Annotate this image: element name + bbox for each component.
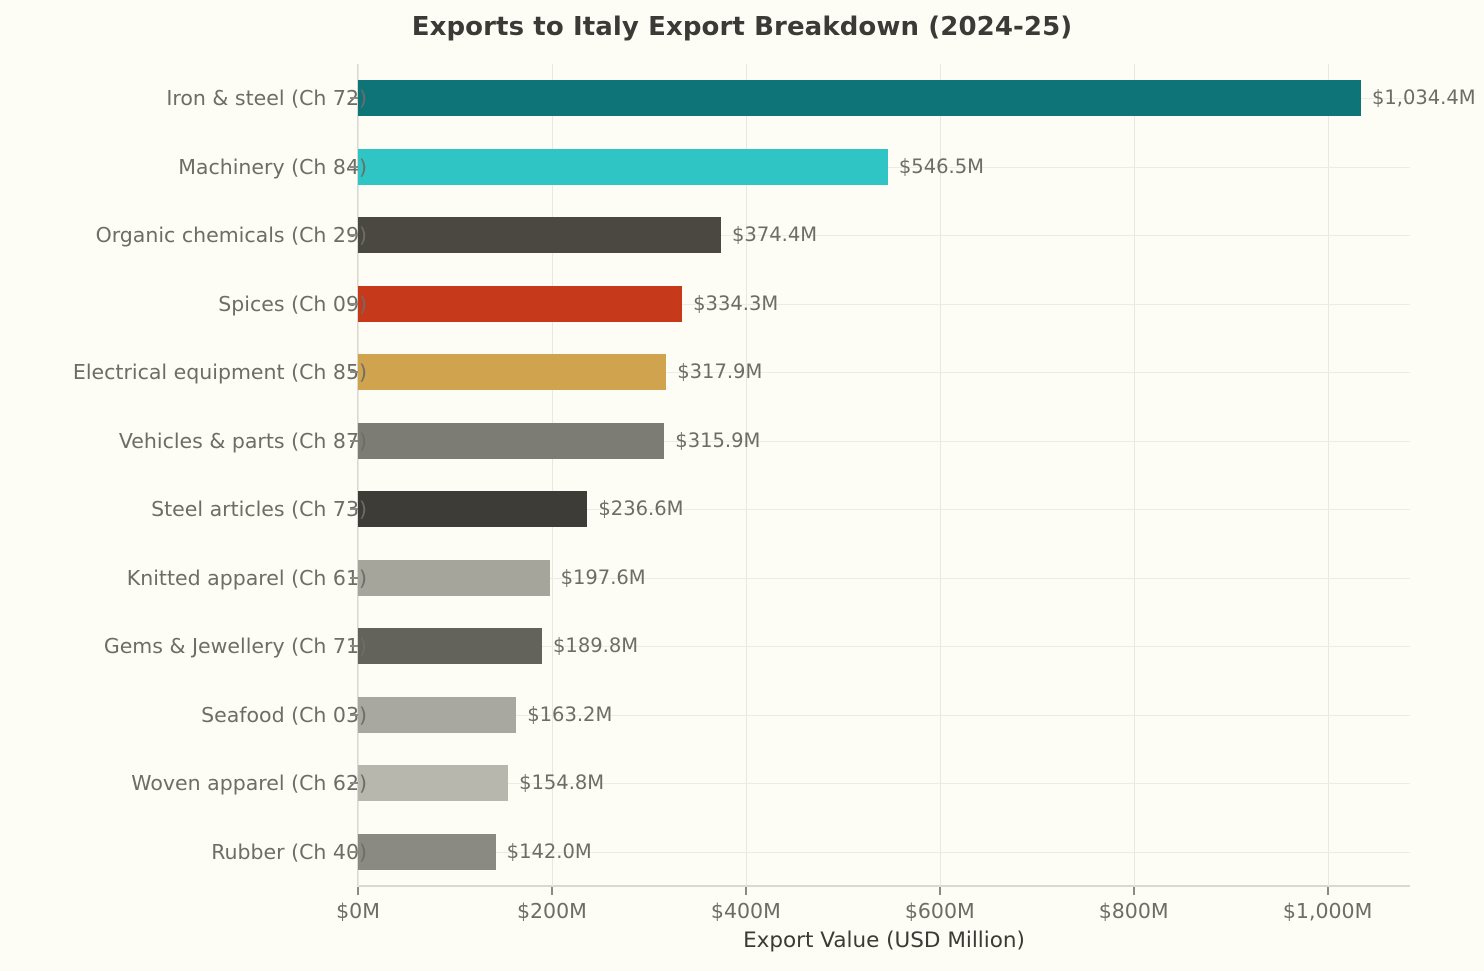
bar[interactable] (358, 559, 550, 596)
bar[interactable] (358, 833, 496, 870)
bar[interactable] (358, 491, 588, 528)
plot-area: $1,034.4M $546.5M $374.4M $334.3M $317.9M $31… (358, 64, 1476, 886)
y-axis-tick-mark (350, 165, 358, 168)
bar[interactable] (358, 696, 517, 733)
bar-value-label: $315.9M (675, 428, 761, 452)
y-axis-tick-mark (350, 850, 358, 853)
x-axis-spine (358, 885, 1410, 887)
y-axis-tick-label: Gems & Jewellery (Ch 71) (103, 634, 367, 659)
x-axis-tick-mark (357, 887, 359, 895)
horizontal-gridline (358, 851, 1410, 853)
x-axis-tick-label: $800M (1098, 899, 1169, 923)
bar-row[interactable]: $315.9M (358, 409, 1410, 473)
bar[interactable] (358, 217, 721, 254)
vertical-gridline (358, 64, 359, 886)
horizontal-gridline (358, 372, 1410, 374)
y-axis-tick-mark (350, 782, 358, 785)
bar-row[interactable]: $163.2M (358, 683, 1410, 747)
bar-value-label: $197.6M (560, 565, 646, 589)
y-axis-tick-mark (350, 576, 358, 579)
y-axis-tick-mark (350, 97, 358, 100)
bar-row[interactable]: $334.3M (358, 272, 1410, 336)
x-axis-tick-mark (1326, 887, 1329, 895)
y-axis-tick-mark (350, 302, 358, 305)
y-axis-tick-mark (350, 439, 358, 442)
y-axis-tick-mark (350, 371, 358, 374)
y-axis-tick-mark (350, 645, 358, 648)
y-axis-tick-label: Steel articles (Ch 73) (151, 497, 367, 522)
horizontal-gridline (358, 303, 1410, 305)
x-axis-tick-label: $600M (904, 899, 975, 923)
vertical-gridline (1327, 64, 1329, 886)
bar[interactable] (358, 765, 509, 802)
horizontal-gridline (358, 646, 1410, 648)
y-axis-tick-label: Electrical equipment (Ch 85) (72, 360, 367, 385)
bar[interactable] (358, 285, 683, 322)
bar[interactable] (358, 354, 667, 391)
bar-value-label: $1,034.4M (1371, 86, 1476, 110)
horizontal-gridline (358, 440, 1410, 442)
bar-row[interactable]: $142.0M (358, 820, 1410, 884)
x-axis-tick-mark (550, 887, 553, 895)
y-axis-tick-mark (350, 508, 358, 511)
bar-value-label: $374.4M (732, 223, 818, 247)
x-axis-tick-label: $1,000M (1282, 899, 1373, 923)
bar-row[interactable]: $546.5M (358, 135, 1410, 199)
y-axis-tick-label: Seafood (Ch 03) (201, 702, 367, 727)
bar-row[interactable]: $197.6M (358, 546, 1410, 610)
bar[interactable] (358, 628, 543, 665)
y-axis-tick-label: Knitted apparel (Ch 61) (126, 565, 367, 590)
x-axis-tick-label: $200M (516, 899, 587, 923)
horizontal-gridline (358, 714, 1410, 716)
y-axis-tick-mark (350, 713, 358, 716)
x-axis-tick-label: $0M (336, 899, 380, 923)
vertical-gridline (1133, 64, 1135, 886)
bar-row[interactable]: $189.8M (358, 614, 1410, 678)
bar-value-label: $154.8M (519, 771, 605, 795)
vertical-gridline (939, 64, 941, 886)
y-axis-tick-label: Woven apparel (Ch 62) (131, 771, 367, 796)
x-axis-tick-mark (744, 887, 747, 895)
vertical-gridline (551, 64, 553, 886)
bar-value-label: $163.2M (527, 702, 613, 726)
bar-value-label: $334.3M (693, 291, 779, 315)
y-axis-tick-label: Iron & steel (Ch 72) (166, 86, 367, 111)
bar-row[interactable]: $374.4M (358, 203, 1410, 267)
y-axis-tick-label: Vehicles & parts (Ch 87) (118, 428, 367, 453)
bar-value-label: $317.9M (677, 360, 763, 384)
bar[interactable] (358, 80, 1361, 117)
horizontal-gridline (358, 577, 1410, 579)
y-axis-tick-label: Rubber (Ch 40) (211, 839, 367, 864)
y-axis-tick-label: Spices (Ch 09) (218, 291, 367, 316)
bar-row[interactable]: $317.9M (358, 340, 1410, 404)
y-axis-tick-mark (350, 234, 358, 237)
horizontal-gridline (358, 783, 1410, 785)
chart-title: Exports to Italy Export Breakdown (2024-… (411, 12, 1073, 42)
bar-row[interactable]: $1,034.4M (358, 66, 1476, 130)
horizontal-gridline (358, 509, 1410, 511)
bar-value-label: $189.8M (553, 634, 639, 658)
bar-row[interactable]: $236.6M (358, 477, 1410, 541)
y-axis-tick-label: Machinery (Ch 84) (178, 154, 367, 179)
bar-value-label: $142.0M (506, 839, 592, 863)
horizontal-gridline (358, 235, 1410, 237)
y-axis-tick-label: Organic chemicals (Ch 29) (95, 223, 367, 248)
bar-value-label: $236.6M (598, 497, 684, 521)
vertical-gridline (745, 64, 747, 886)
x-axis-tick-mark (1132, 887, 1135, 895)
bar[interactable] (358, 422, 665, 459)
x-axis-tick-label: $400M (710, 899, 781, 923)
x-axis-tick-mark (938, 887, 941, 895)
bar-value-label: $546.5M (898, 154, 984, 178)
x-axis-label: Export Value (USD Million) (743, 928, 1025, 953)
bar[interactable] (358, 148, 888, 185)
bar-row[interactable]: $154.8M (358, 751, 1410, 815)
